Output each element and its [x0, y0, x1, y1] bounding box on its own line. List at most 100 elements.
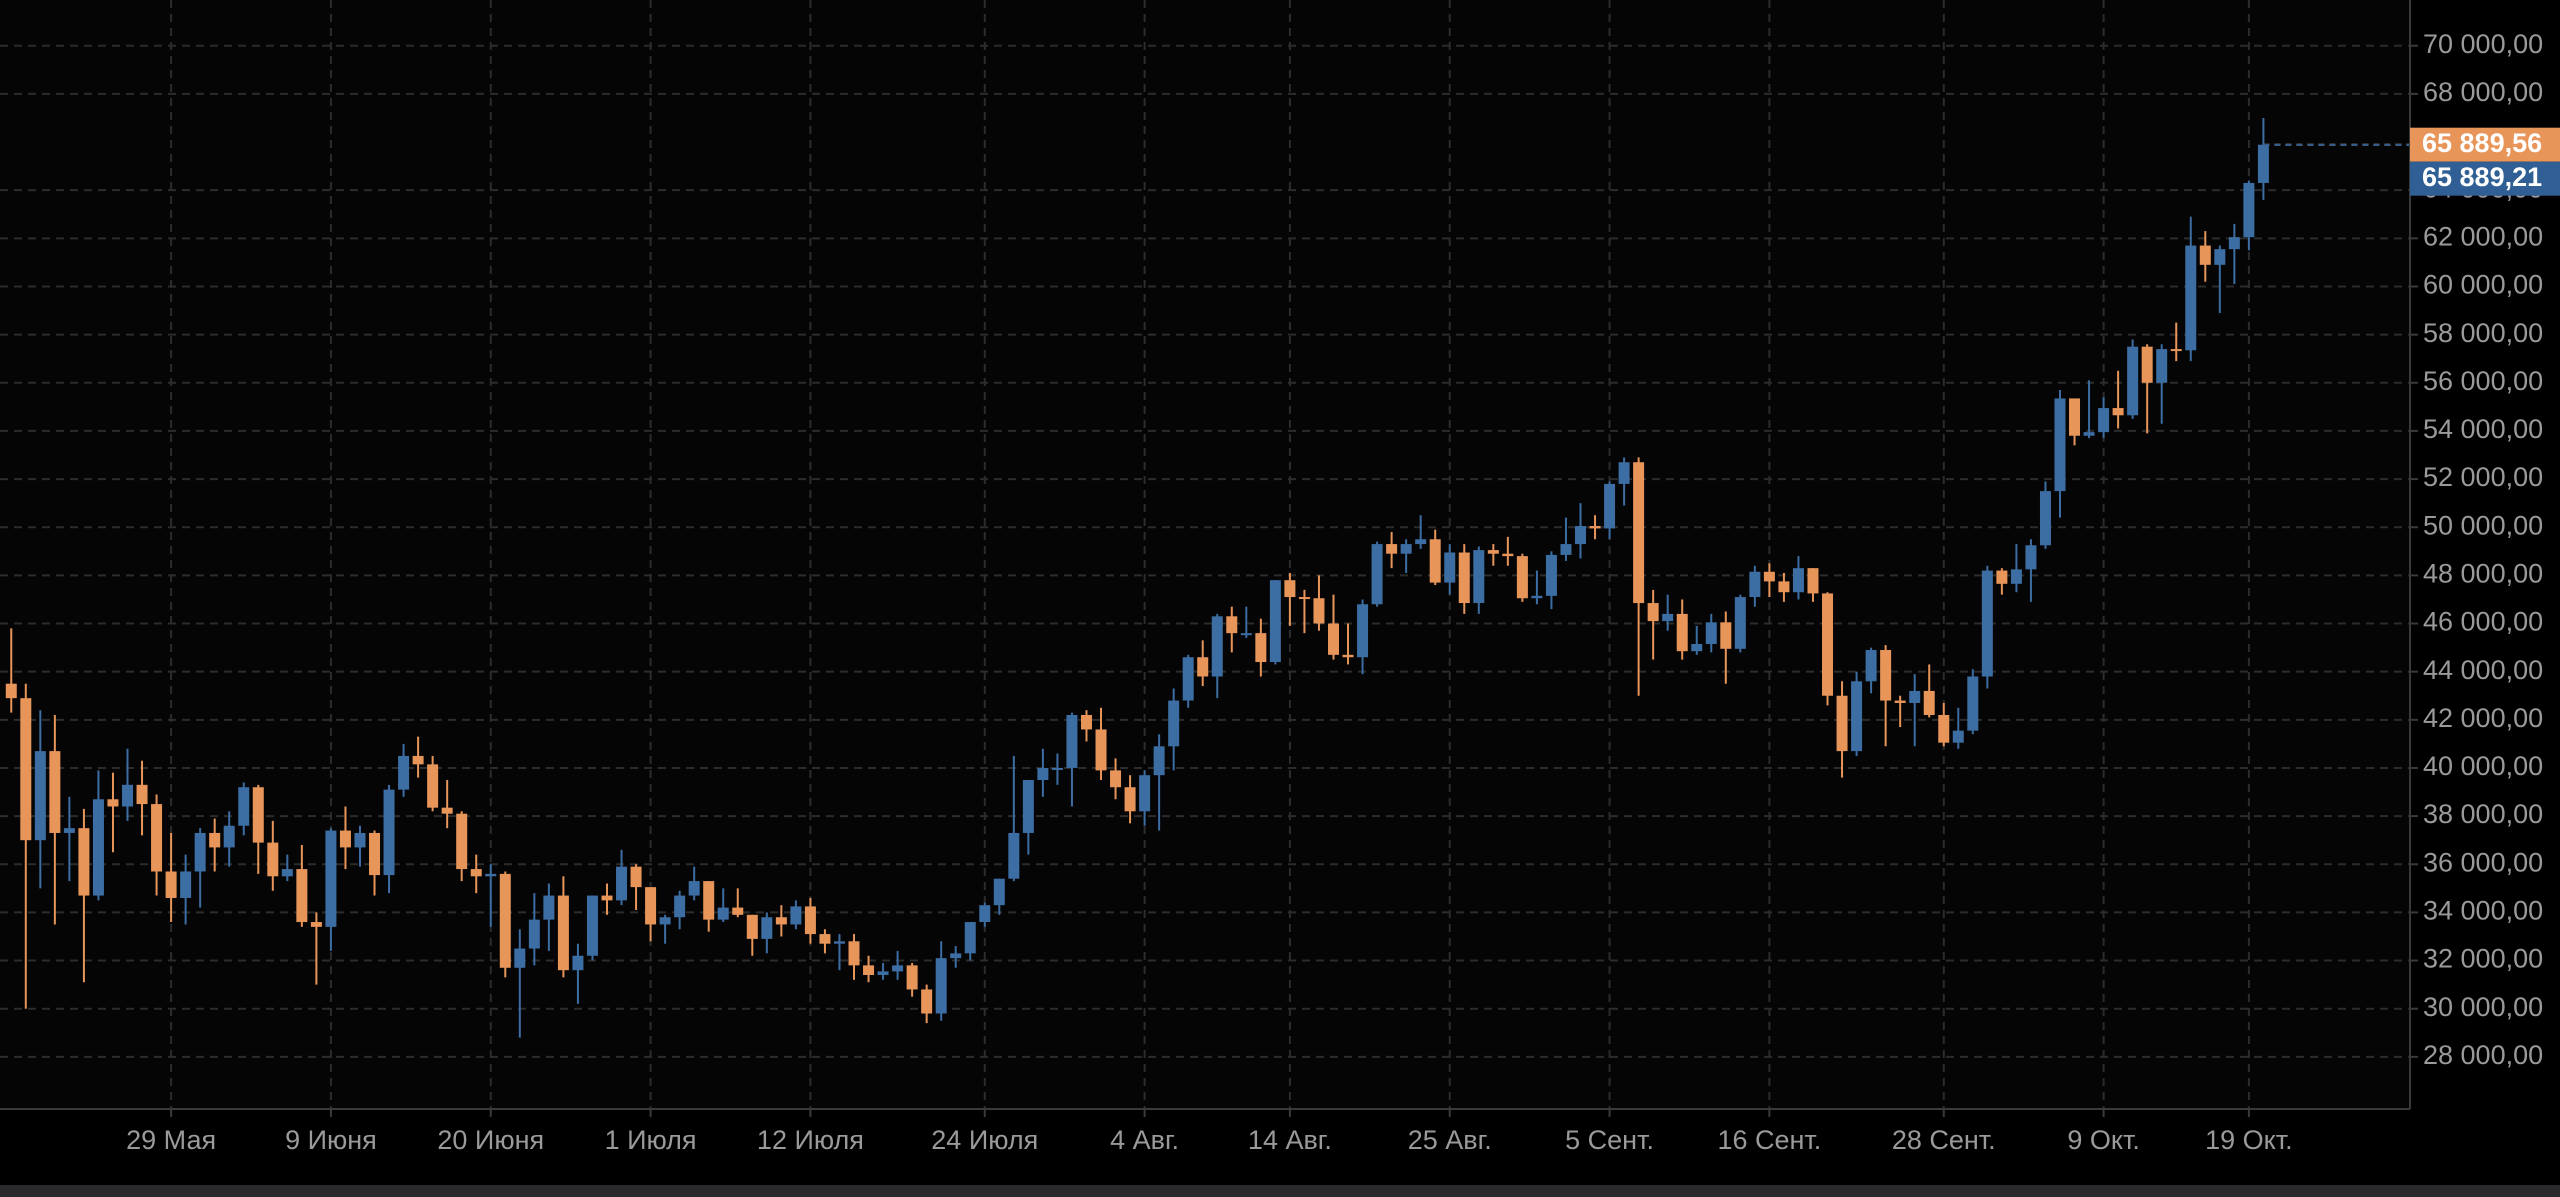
- price-label: 65 889,56: [2422, 128, 2542, 158]
- plot-background: [0, 0, 2410, 1109]
- candle-body: [1371, 544, 1383, 605]
- candle-body: [1458, 552, 1470, 604]
- candle-body: [761, 917, 773, 939]
- candle-body: [427, 764, 439, 808]
- candle-body: [92, 799, 104, 896]
- candle-body: [1778, 581, 1790, 593]
- candle-body: [1080, 715, 1092, 730]
- candle-body: [950, 953, 962, 959]
- candle-body: [20, 698, 32, 841]
- candle-body: [543, 895, 555, 920]
- candle-body: [296, 869, 308, 923]
- candle-body: [1938, 715, 1950, 743]
- candle-body: [1298, 597, 1310, 600]
- candle-body: [1110, 770, 1122, 788]
- y-tick-label: 44 000,00: [2423, 655, 2543, 685]
- candle-body: [1008, 832, 1020, 879]
- candle-body: [1880, 650, 1892, 701]
- candle-body: [1444, 552, 1456, 583]
- candle-body: [906, 965, 918, 990]
- candle-body: [2010, 569, 2022, 584]
- y-tick-label: 48 000,00: [2423, 558, 2543, 588]
- candle-body: [630, 866, 642, 888]
- y-tick-label: 46 000,00: [2423, 607, 2543, 637]
- bottom-bar: [0, 1185, 2560, 1197]
- candle-body: [586, 895, 598, 956]
- candle-body: [2228, 237, 2240, 250]
- candle-body: [209, 832, 221, 848]
- y-tick-label: 34 000,00: [2423, 896, 2543, 926]
- y-tick-label: 32 000,00: [2423, 944, 2543, 974]
- candle-body: [122, 784, 134, 807]
- candle-body: [1705, 622, 1717, 644]
- candle-body: [1386, 544, 1398, 554]
- candle-body: [2083, 432, 2095, 436]
- candle-body: [1153, 746, 1165, 776]
- candle-body: [674, 895, 686, 918]
- candle-body: [1807, 568, 1819, 594]
- x-tick-label: 28 Сент.: [1892, 1125, 1996, 1155]
- candle-body: [2214, 249, 2226, 265]
- candle-body: [746, 914, 758, 939]
- candle-body: [1037, 767, 1049, 781]
- candle-body: [1284, 580, 1296, 598]
- candle-body: [1836, 695, 1848, 752]
- candle-body: [1662, 613, 1674, 622]
- price-label: 65 889,21: [2422, 162, 2542, 192]
- candle-body: [2257, 144, 2269, 183]
- candle-body: [2199, 245, 2211, 265]
- x-tick-label: 24 Июля: [931, 1125, 1038, 1155]
- candle-body: [1516, 556, 1528, 599]
- labels: 28 000,00 30 000,00 32 000,00 34 000,00 36 0…: [126, 29, 2560, 1155]
- candle-body: [2185, 245, 2197, 351]
- candle-body: [557, 895, 569, 971]
- candle-body: [1952, 730, 1964, 743]
- candle-body: [528, 919, 540, 949]
- candle-body: [339, 830, 351, 848]
- candle-body: [1415, 539, 1427, 545]
- candle-body: [1182, 657, 1194, 701]
- candle-body: [63, 828, 75, 833]
- candle-body: [1676, 613, 1688, 652]
- candle-body: [703, 881, 715, 920]
- candle-body: [223, 825, 235, 848]
- candle-body: [993, 878, 1005, 906]
- candle-body: [935, 958, 947, 1014]
- candle-body: [107, 799, 119, 807]
- candle-body: [2170, 349, 2182, 352]
- candle-body: [1531, 595, 1543, 599]
- candle-body: [1313, 598, 1325, 624]
- candle-body: [1981, 570, 1993, 677]
- candle-body: [601, 895, 613, 901]
- candle-body: [1720, 622, 1732, 649]
- candle-body: [790, 906, 802, 925]
- y-tick-label: 42 000,00: [2423, 703, 2543, 733]
- candle-body: [267, 842, 279, 877]
- candle-body: [1996, 570, 2008, 584]
- x-tick-label: 9 Окт.: [2067, 1125, 2140, 1155]
- candle-body: [1851, 681, 1863, 752]
- candle-body: [833, 941, 845, 944]
- candle-body: [369, 832, 381, 876]
- candle-body: [1240, 633, 1252, 636]
- candle-body: [412, 755, 424, 765]
- candle-body: [194, 832, 206, 872]
- candle-body: [1604, 483, 1616, 529]
- candle-body: [1691, 643, 1703, 652]
- price-label-box: [2410, 161, 2560, 196]
- candle-body: [863, 965, 875, 976]
- y-tick-label: 62 000,00: [2423, 221, 2543, 251]
- x-tick-label: 25 Авг.: [1408, 1125, 1492, 1155]
- candle-body: [514, 948, 526, 968]
- x-tick-label: 29 Мая: [126, 1125, 216, 1155]
- candle-body: [441, 807, 453, 814]
- candles: [5, 117, 2410, 1038]
- x-tick-label: 9 Июня: [285, 1125, 377, 1155]
- candle-body: [2127, 346, 2139, 416]
- candle-body: [1923, 690, 1935, 716]
- candle-body: [819, 934, 831, 944]
- candle-body: [1633, 462, 1645, 604]
- candle-body: [2069, 398, 2081, 436]
- candle-body: [281, 869, 293, 877]
